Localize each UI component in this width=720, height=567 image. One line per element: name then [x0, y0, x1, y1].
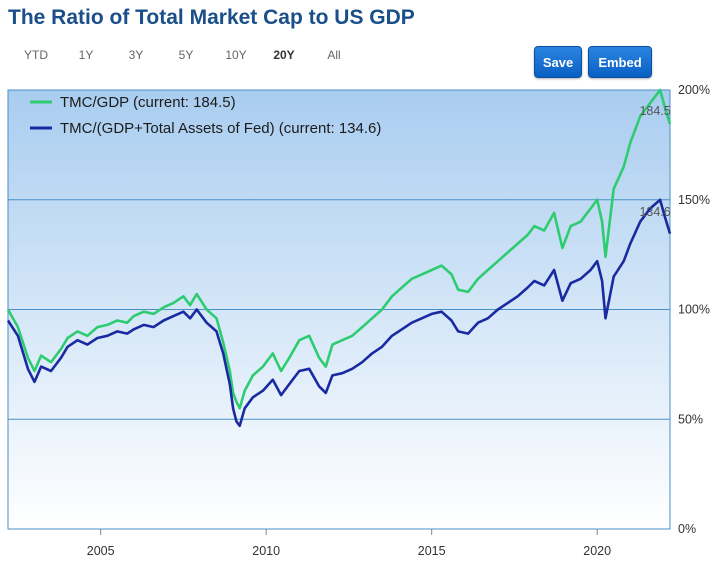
- range-3y[interactable]: 3Y: [128, 48, 144, 62]
- current-value-label: 184.5: [639, 104, 670, 118]
- range-10y[interactable]: 10Y: [225, 48, 247, 62]
- series-line-tmc-fed: [6, 198, 672, 428]
- x-tick-label: 2005: [87, 544, 115, 558]
- y-tick-label: 100%: [678, 303, 710, 317]
- range-5y[interactable]: 5Y: [178, 48, 194, 62]
- x-tick-label: 2010: [252, 544, 280, 558]
- y-tick-label: 0%: [678, 522, 696, 536]
- series-line-tmc-gdp: [6, 88, 672, 410]
- range-1y[interactable]: 1Y: [78, 48, 94, 62]
- y-tick-label: 200%: [678, 83, 710, 97]
- x-tick-label: 2015: [418, 544, 446, 558]
- current-value-label: 134.6: [639, 205, 670, 219]
- range-20y[interactable]: 20Y: [273, 48, 295, 62]
- page-title: The Ratio of Total Market Cap to US GDP: [8, 6, 415, 29]
- range-selector: YTD 1Y 3Y 5Y 10Y 20Y All: [22, 48, 348, 62]
- x-tick-label: 2020: [583, 544, 611, 558]
- legend-label-tmc-fed: TMC/(GDP+Total Assets of Fed) (current: …: [60, 120, 381, 137]
- range-ytd[interactable]: YTD: [24, 48, 48, 62]
- range-all[interactable]: All: [327, 48, 341, 62]
- y-tick-label: 50%: [678, 412, 703, 426]
- y-tick-label: 150%: [678, 193, 710, 207]
- embed-button[interactable]: Embed: [588, 46, 652, 78]
- legend-label-tmc-gdp: TMC/GDP (current: 184.5): [60, 94, 236, 111]
- legend: TMC/GDP (current: 184.5) TMC/(GDP+Total …: [30, 94, 381, 137]
- save-button[interactable]: Save: [534, 46, 582, 78]
